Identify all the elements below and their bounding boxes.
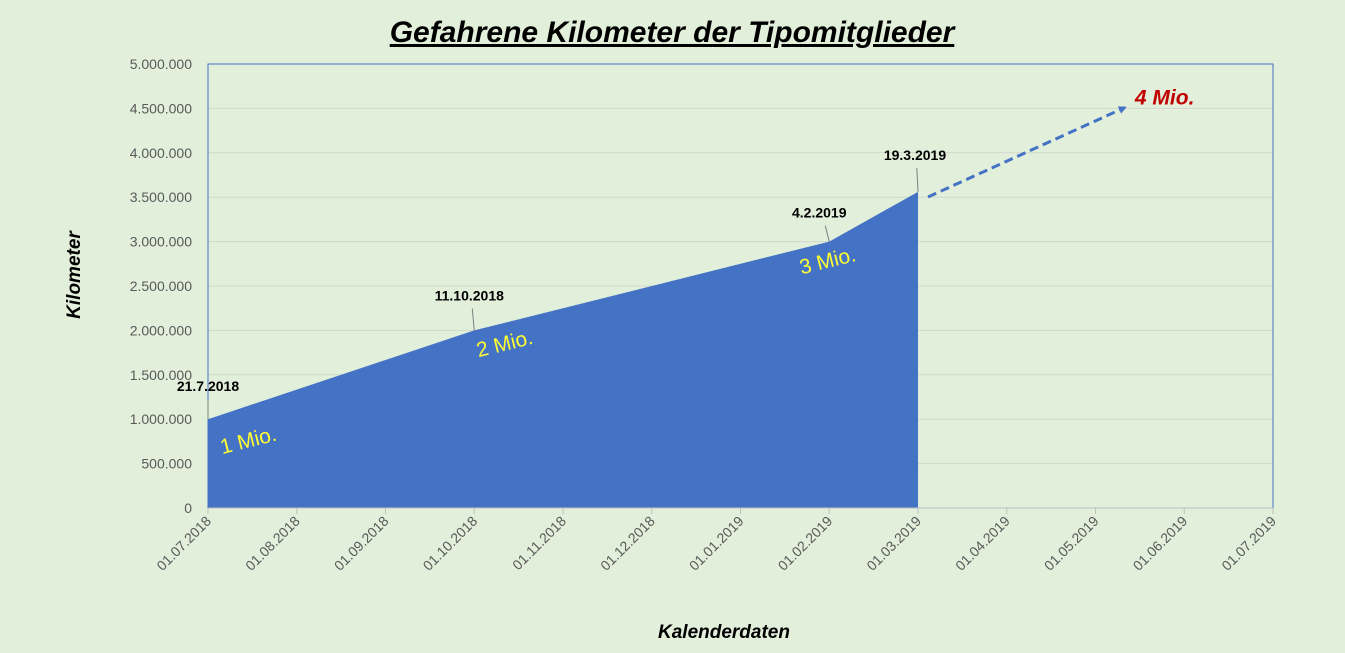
y-tick-label: 4.000.000 bbox=[130, 145, 192, 161]
data-label-leader bbox=[471, 308, 475, 331]
forecast-arrow bbox=[927, 106, 1127, 199]
x-tick-label: 01.03.2019 bbox=[863, 513, 924, 574]
y-tick-label: 3.500.000 bbox=[130, 189, 192, 205]
y-tick-label: 2.000.000 bbox=[130, 322, 192, 338]
y-tick-label: 3.000.000 bbox=[130, 234, 192, 250]
y-axis-label: Kilometer bbox=[64, 230, 85, 319]
x-tick-label: 01.08.2018 bbox=[242, 513, 303, 574]
x-tick-label: 01.10.2018 bbox=[420, 513, 481, 574]
data-label-leader bbox=[916, 167, 919, 192]
x-tick-label: 01.07.2018 bbox=[153, 513, 214, 574]
chart-title: Gefahrene Kilometer der Tipomitglieder bbox=[390, 16, 957, 49]
forecast-label: 4 Mio. bbox=[1134, 87, 1195, 110]
x-tick-label: 01.01.2019 bbox=[686, 513, 747, 574]
y-tick-label: 0 bbox=[184, 500, 192, 516]
data-label: 21.7.2018 bbox=[177, 378, 239, 394]
data-label-leader bbox=[824, 225, 830, 242]
y-tick-label: 4.500.000 bbox=[130, 100, 192, 116]
x-tick-label: 01.11.2018 bbox=[509, 513, 569, 573]
x-tick-label: 01.05.2019 bbox=[1041, 513, 1102, 574]
y-tick-label: 2.500.000 bbox=[130, 278, 192, 294]
x-tick-label: 01.02.2019 bbox=[775, 513, 836, 574]
x-tick-label: 01.07.2019 bbox=[1218, 513, 1279, 574]
x-axis-label: Kalenderdaten bbox=[658, 622, 790, 643]
x-tick-label: 01.12.2018 bbox=[597, 513, 658, 574]
x-tick-label: 01.06.2019 bbox=[1130, 513, 1191, 574]
y-tick-label: 500.000 bbox=[141, 456, 192, 472]
data-label: 11.10.2018 bbox=[435, 287, 505, 303]
data-label: 19.3.2019 bbox=[884, 147, 946, 163]
x-tick-label: 01.04.2019 bbox=[952, 513, 1013, 574]
y-tick-label: 1.000.000 bbox=[130, 411, 192, 427]
y-tick-label: 1.500.000 bbox=[130, 367, 192, 383]
area-series bbox=[208, 191, 918, 508]
data-label: 4.2.2019 bbox=[792, 205, 847, 221]
x-tick-label: 01.09.2018 bbox=[331, 513, 392, 574]
y-tick-label: 5.000.000 bbox=[130, 56, 192, 72]
